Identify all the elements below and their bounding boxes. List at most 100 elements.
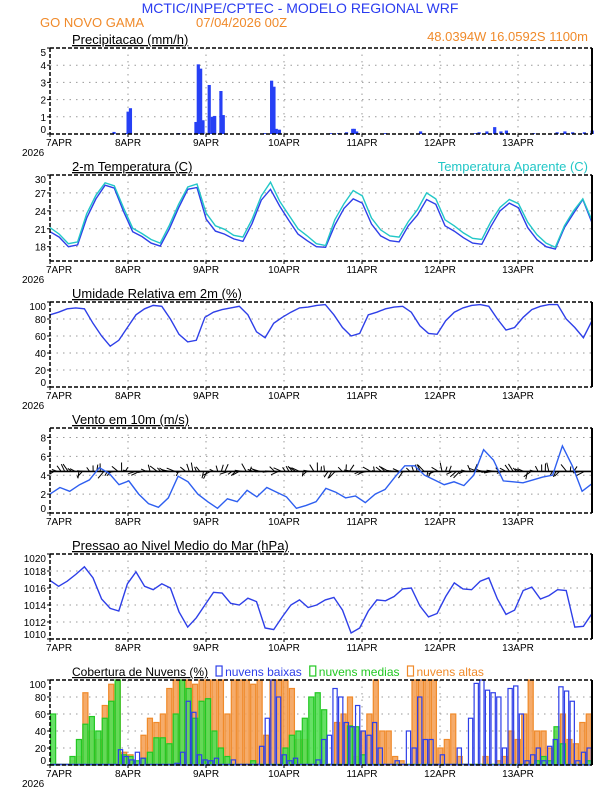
cloud-bar-nuvens-baixas [575,760,581,766]
precip-bar [219,91,223,134]
y-tick-label: 4 [40,61,46,72]
cloud-bar-nuvens-medias [308,696,315,766]
precip-bar [194,121,198,134]
cloud-bar-nuvens-baixas [292,757,299,766]
cloud-bar-nuvens-baixas [202,759,208,766]
y-tick-label: 20 [35,744,47,755]
cloud-bar-nuvens-medias [75,738,83,766]
y-tick-label: 80 [35,315,47,326]
y-tick-label: 3 [40,78,46,89]
wind-arrow [453,471,461,479]
y-tick-label: 24 [35,207,47,218]
precip-bar [126,111,130,134]
cloud-bar-nuvens-baixas [196,754,203,766]
cloud-bar-nuvens-baixas [230,759,237,766]
x-tick-label: 10APR [268,265,300,276]
wind-arrow [552,471,557,478]
wind-arrow [147,464,151,472]
cloud-bar-nuvens-baixas [422,738,429,766]
cloud-bar-nuvens-baixas [518,713,525,766]
y-tick-label: 1010 [24,630,47,641]
series-line-pressao [49,565,593,635]
y-tick-label: 100 [29,302,46,313]
x-tick-label: 13APR [502,391,534,402]
wind-arrow [523,471,532,478]
cloud-bar-nuvens-medias [172,713,179,766]
wind-arrow [323,471,329,478]
cloud-bar-nuvens-baixas [529,754,536,766]
cloud-bar-nuvens-medias [204,698,212,766]
precip-bar [571,132,575,134]
x-tick-label: 9APR [193,643,219,654]
x-tick-label: 12APR [424,517,456,528]
cloud-bar-nuvens-medias [166,743,173,766]
cloud-bar-nuvens-baixas [377,747,383,766]
cloud-bar-nuvens-baixas [208,760,214,766]
precip-bar [213,115,217,134]
wind-arrow [398,471,404,479]
x-tick-label: 10APR [268,138,300,149]
panel-title: Cobertura de Nuvens (%) [72,665,208,679]
wind-arrow [224,463,229,472]
wind-arrow [426,471,429,477]
y-tick-label: 60 [35,710,47,721]
precip-bar [221,115,225,134]
cloud-bar-nuvens-baixas [179,751,186,766]
wind-arrow [349,464,355,472]
cloud-bar-nuvens-altas [527,679,534,766]
run-date-label: 07/04/2026 00Z [196,15,287,30]
cloud-bar-nuvens-baixas [580,751,587,766]
cloud-bar-nuvens-baixas [332,687,338,766]
x-tick-label: 13APR [502,265,534,276]
precip-bar [582,132,586,134]
y-tick-label: 6 [40,452,46,463]
y-tick-label: 0 [40,504,46,515]
precip-bar [555,132,559,134]
panel-wind: 0 2 4 6 8 7APR 8APR 9APR 10APR 11APR 12APR 13APR Ven… [40,412,593,528]
cloud-bar-nuvens-baixas [552,738,559,766]
series-line-temperatura-2m [49,184,593,250]
cloud-bar-nuvens-medias [108,700,115,766]
cloud-bar-nuvens-baixas [439,754,446,766]
wind-arrow [149,465,158,472]
precip-bar [196,64,200,134]
x-tick-label: 8APR [115,265,141,276]
cloud-bar-nuvens-medias [146,751,154,766]
precip-bar [355,131,359,134]
wind-arrow [111,465,119,472]
cloud-bar-nuvens-altas [450,713,457,766]
cloud-bar-nuvens-baixas [258,745,265,766]
x-tick-label: 10APR [268,643,300,654]
cloud-bar-nuvens-medias [314,692,321,766]
wind-arrow [546,462,550,472]
legend-apparent-temp: Temperatura Aparente (C) [438,159,588,174]
precip-bar [493,127,497,134]
cloud-bar-nuvens-baixas [315,759,321,766]
panel-precip: 01 2 3 4 5 7APR 8APR 9APR 10APR 11APR 12APR 13APR 20… [22,32,594,159]
wind-arrow [411,465,415,472]
wind-arrow [203,471,208,479]
x-tick-label: 11APR [347,643,378,654]
x-tick-label: 9APR [193,517,219,528]
cloud-bar-nuvens-baixas [264,717,271,766]
precip-bar [274,128,278,134]
x-tick-label: 8APR [115,769,141,780]
wind-arrow [186,463,190,472]
main-title: MCTIC/INPE/CPTEC - MODELO REGIONAL WRF [142,0,459,16]
cloud-bar-nuvens-medias [88,715,95,766]
panel-title: 2-m Temperatura (C) [72,159,192,174]
wind-arrow [328,471,336,479]
y-tick-label: 0 [40,125,46,136]
series-line-velocidade-do-vento [49,444,593,510]
wind-arrow [428,471,432,477]
legend-label: nuvens medias [319,665,400,679]
cloud-bar-nuvens-medias [101,717,108,766]
y-tick-label: 5 [40,48,46,59]
x-tick-label: 11APR [347,265,378,276]
y-tick-label: 8 [40,433,46,444]
cloud-bar-nuvens-medias [49,713,57,766]
series-line-umidade-relativa [49,303,593,348]
cloud-bar-nuvens-baixas [467,717,474,766]
y-tick-label: 0 [40,378,46,389]
legend-swatch [406,665,415,677]
